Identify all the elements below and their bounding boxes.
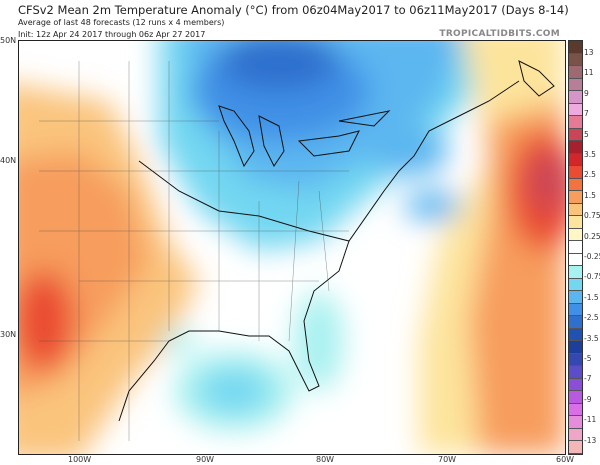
colorbar-segment xyxy=(569,278,582,291)
lon-label: 100W xyxy=(68,455,92,464)
colorbar-label: -9 xyxy=(584,394,592,404)
lon-label: 90W xyxy=(196,455,215,464)
lon-label: 80W xyxy=(316,455,335,464)
colorbar-segment xyxy=(569,178,582,191)
colorbar-label: 2.5 xyxy=(584,170,596,180)
lat-label: 50N xyxy=(0,36,17,45)
lon-label: 70W xyxy=(438,455,457,464)
colorbar-segment xyxy=(569,203,582,216)
brand-watermark: TROPICALTIDBITS.COM xyxy=(439,29,560,39)
colorbar-label: -11 xyxy=(584,415,597,425)
colorbar-label: -1.5 xyxy=(584,292,599,302)
colorbar-label: 9 xyxy=(584,88,589,98)
colorbar-label: 0.75 xyxy=(584,211,600,221)
colorbar-label: 1.5 xyxy=(584,190,596,200)
colorbar-label: 7 xyxy=(584,109,589,119)
colorbar-segment xyxy=(569,141,582,154)
colorbar-label: 11 xyxy=(584,68,594,78)
colorbar-segment xyxy=(569,66,582,79)
colorbar-segment xyxy=(569,403,582,416)
colorbar-label: 5 xyxy=(584,129,589,139)
colorbar-segment xyxy=(569,103,582,116)
colorbar-segment xyxy=(569,166,582,179)
colorbar-segment xyxy=(569,353,582,366)
colorbar xyxy=(568,40,583,455)
colorbar-label: -0.75 xyxy=(584,272,600,282)
map-title: CFSv2 Mean 2m Temperature Anomaly (°C) f… xyxy=(18,3,569,17)
colorbar-segment xyxy=(569,216,582,229)
colorbar-label: 13 xyxy=(584,48,594,57)
colorbar-label: -7 xyxy=(584,374,592,384)
lat-label: 30N xyxy=(0,330,17,339)
colorbar-segment xyxy=(569,428,582,441)
colorbar-segment xyxy=(569,416,582,429)
colorbar-segment xyxy=(569,128,582,141)
anomaly-map xyxy=(18,40,566,455)
map-subtitle: Average of last 48 forecasts (12 runs x … xyxy=(18,18,225,27)
colorbar-segment xyxy=(569,328,582,341)
colorbar-segment xyxy=(569,191,582,204)
colorbar-segment xyxy=(569,91,582,104)
colorbar-segment xyxy=(569,366,582,379)
colorbar-segment xyxy=(569,53,582,66)
colorbar-segment xyxy=(569,378,582,391)
state-borders xyxy=(39,61,349,441)
colorbar-label: -3.5 xyxy=(584,333,599,343)
colorbar-segment xyxy=(569,441,582,454)
colorbar-segment xyxy=(569,341,582,354)
colorbar-segment xyxy=(569,253,582,266)
colorbar-segment xyxy=(569,266,582,279)
colorbar-label: -0.25 xyxy=(584,252,600,261)
colorbar-segment xyxy=(569,391,582,404)
colorbar-segment xyxy=(569,303,582,316)
colorbar-segment xyxy=(569,41,582,54)
colorbar-label: -13 xyxy=(584,435,597,445)
colorbar-segment xyxy=(569,228,582,241)
lon-label: 60W xyxy=(556,455,575,464)
colorbar-label: 0.25 xyxy=(584,231,600,241)
colorbar-segment xyxy=(569,316,582,329)
init-text: Init: 12z Apr 24 2017 through 06z Apr 27… xyxy=(18,30,206,39)
lat-label: 40N xyxy=(0,156,17,165)
colorbar-segment xyxy=(569,291,582,304)
colorbar-segment xyxy=(569,116,582,129)
colorbar-segment xyxy=(569,78,582,91)
colorbar-segment xyxy=(569,241,582,254)
colorbar-segment xyxy=(569,153,582,166)
coastlines xyxy=(118,60,555,422)
colorbar-label: -5 xyxy=(584,354,592,363)
colorbar-label: -2.5 xyxy=(584,313,599,323)
colorbar-label: 3.5 xyxy=(584,150,596,159)
